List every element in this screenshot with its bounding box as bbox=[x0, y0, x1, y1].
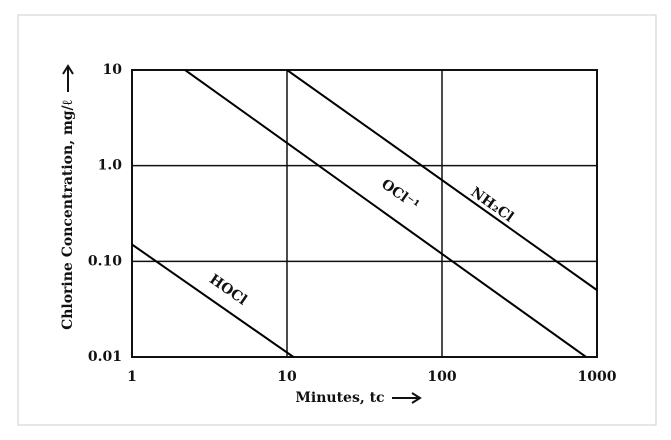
x-tick-label: 10 bbox=[277, 369, 297, 385]
y-axis-label: Chlorine Concentration, mg/ℓ bbox=[60, 99, 76, 330]
y-tick-label: 0.10 bbox=[88, 253, 122, 269]
x-tick-label: 1000 bbox=[578, 369, 617, 385]
y-tick-label: 0.01 bbox=[88, 349, 122, 365]
line bbox=[184, 70, 587, 357]
x-tick-label: 1 bbox=[127, 369, 137, 385]
plot-frame bbox=[131, 69, 598, 358]
y-arrow bbox=[62, 64, 74, 92]
x-arrow bbox=[392, 392, 422, 404]
y-tick-label: 10 bbox=[103, 62, 123, 78]
line bbox=[286, 70, 597, 291]
x-tick-label: 100 bbox=[427, 369, 456, 385]
line bbox=[132, 243, 294, 357]
x-axis-label: Minutes, tc bbox=[295, 390, 384, 406]
y-tick-label: 1.0 bbox=[98, 158, 123, 174]
